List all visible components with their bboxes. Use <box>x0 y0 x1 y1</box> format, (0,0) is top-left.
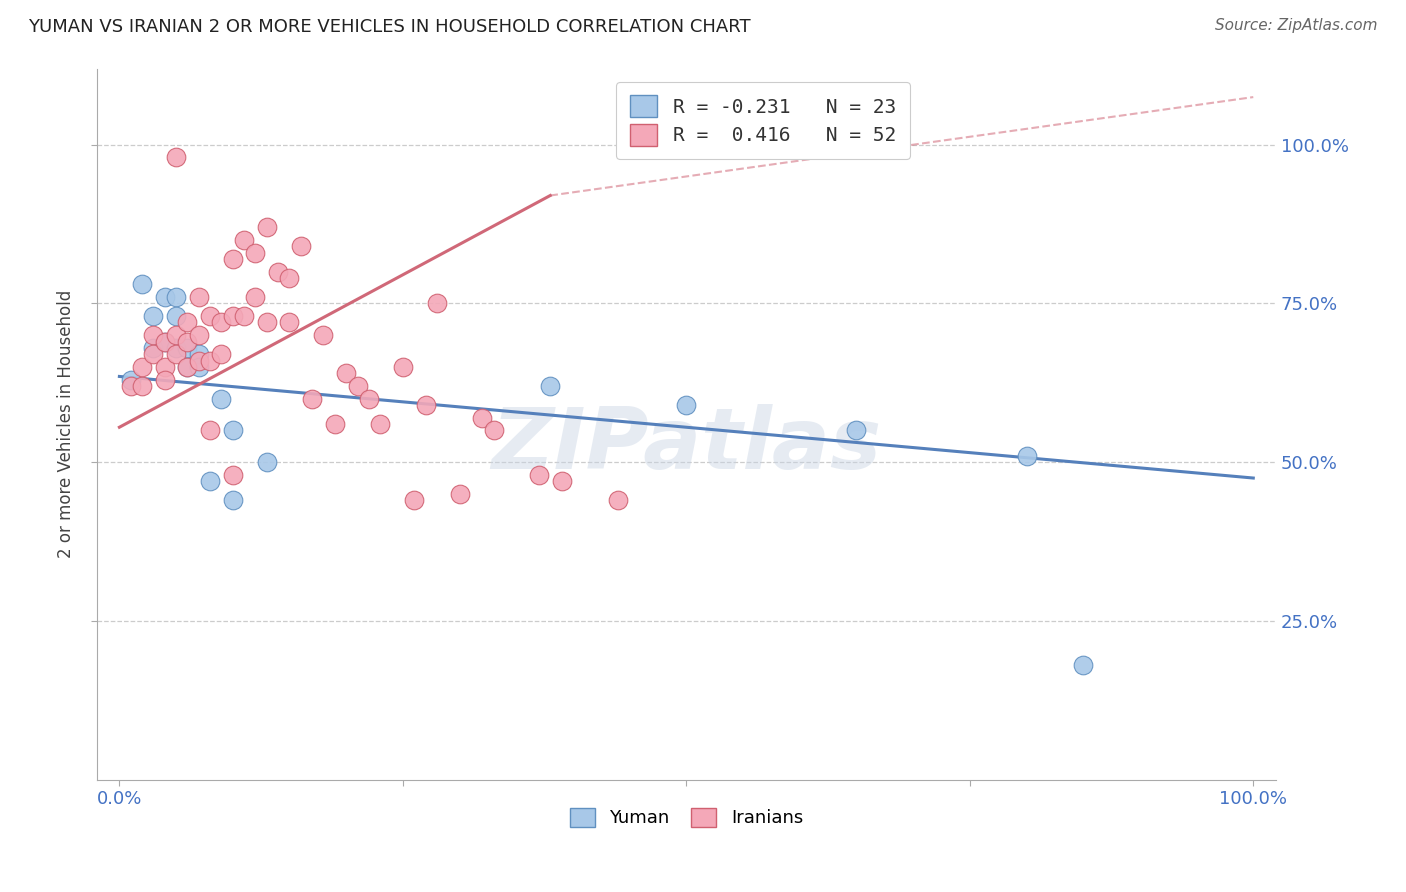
Point <box>267 265 290 279</box>
Point <box>198 424 221 438</box>
Point <box>176 341 198 355</box>
Point <box>120 373 142 387</box>
Point <box>312 328 335 343</box>
Point <box>165 309 187 323</box>
Point <box>256 220 278 235</box>
Y-axis label: 2 or more Vehicles in Household: 2 or more Vehicles in Household <box>58 290 75 558</box>
Point <box>675 398 697 412</box>
Point <box>1071 658 1094 673</box>
Point <box>1015 449 1038 463</box>
Point <box>426 296 449 310</box>
Point <box>845 424 868 438</box>
Point <box>153 290 176 304</box>
Point <box>404 493 426 508</box>
Point <box>209 316 232 330</box>
Point <box>187 359 209 374</box>
Point <box>392 359 415 374</box>
Point <box>357 392 380 406</box>
Point <box>346 379 368 393</box>
Point <box>335 366 357 380</box>
Point <box>323 417 346 431</box>
Point <box>415 398 437 412</box>
Point <box>142 328 165 343</box>
Point <box>368 417 391 431</box>
Point <box>176 334 198 349</box>
Point <box>198 353 221 368</box>
Point <box>301 392 323 406</box>
Point <box>222 424 245 438</box>
Point <box>222 467 245 482</box>
Point <box>153 359 176 374</box>
Point <box>278 316 301 330</box>
Point <box>176 359 198 374</box>
Point <box>176 359 198 374</box>
Point <box>209 347 232 361</box>
Point <box>198 474 221 488</box>
Point <box>245 245 267 260</box>
Point <box>538 379 561 393</box>
Point <box>153 334 176 349</box>
Point <box>165 341 187 355</box>
Point <box>120 379 142 393</box>
Legend: Yuman, Iranians: Yuman, Iranians <box>562 801 810 835</box>
Point <box>131 277 153 292</box>
Point <box>131 359 153 374</box>
Point <box>482 424 505 438</box>
Point <box>233 309 256 323</box>
Point <box>165 150 187 164</box>
Point <box>187 328 209 343</box>
Point <box>165 290 187 304</box>
Point <box>607 493 630 508</box>
Point <box>222 309 245 323</box>
Point <box>142 347 165 361</box>
Point <box>222 252 245 266</box>
Point <box>449 487 471 501</box>
Point <box>165 328 187 343</box>
Point <box>187 347 209 361</box>
Point <box>471 410 494 425</box>
Text: ZIPatlas: ZIPatlas <box>491 404 882 487</box>
Point <box>222 493 245 508</box>
Point <box>131 379 153 393</box>
Point <box>256 455 278 469</box>
Text: Source: ZipAtlas.com: Source: ZipAtlas.com <box>1215 18 1378 33</box>
Point <box>527 467 550 482</box>
Point <box>153 373 176 387</box>
Point <box>550 474 572 488</box>
Point <box>187 290 209 304</box>
Point <box>278 271 301 285</box>
Point <box>209 392 232 406</box>
Point <box>290 239 312 253</box>
Point <box>153 334 176 349</box>
Point <box>233 233 256 247</box>
Point <box>142 309 165 323</box>
Point <box>256 316 278 330</box>
Point <box>245 290 267 304</box>
Text: YUMAN VS IRANIAN 2 OR MORE VEHICLES IN HOUSEHOLD CORRELATION CHART: YUMAN VS IRANIAN 2 OR MORE VEHICLES IN H… <box>28 18 751 36</box>
Point <box>187 353 209 368</box>
Point <box>198 309 221 323</box>
Point <box>142 341 165 355</box>
Point <box>176 316 198 330</box>
Point <box>165 347 187 361</box>
